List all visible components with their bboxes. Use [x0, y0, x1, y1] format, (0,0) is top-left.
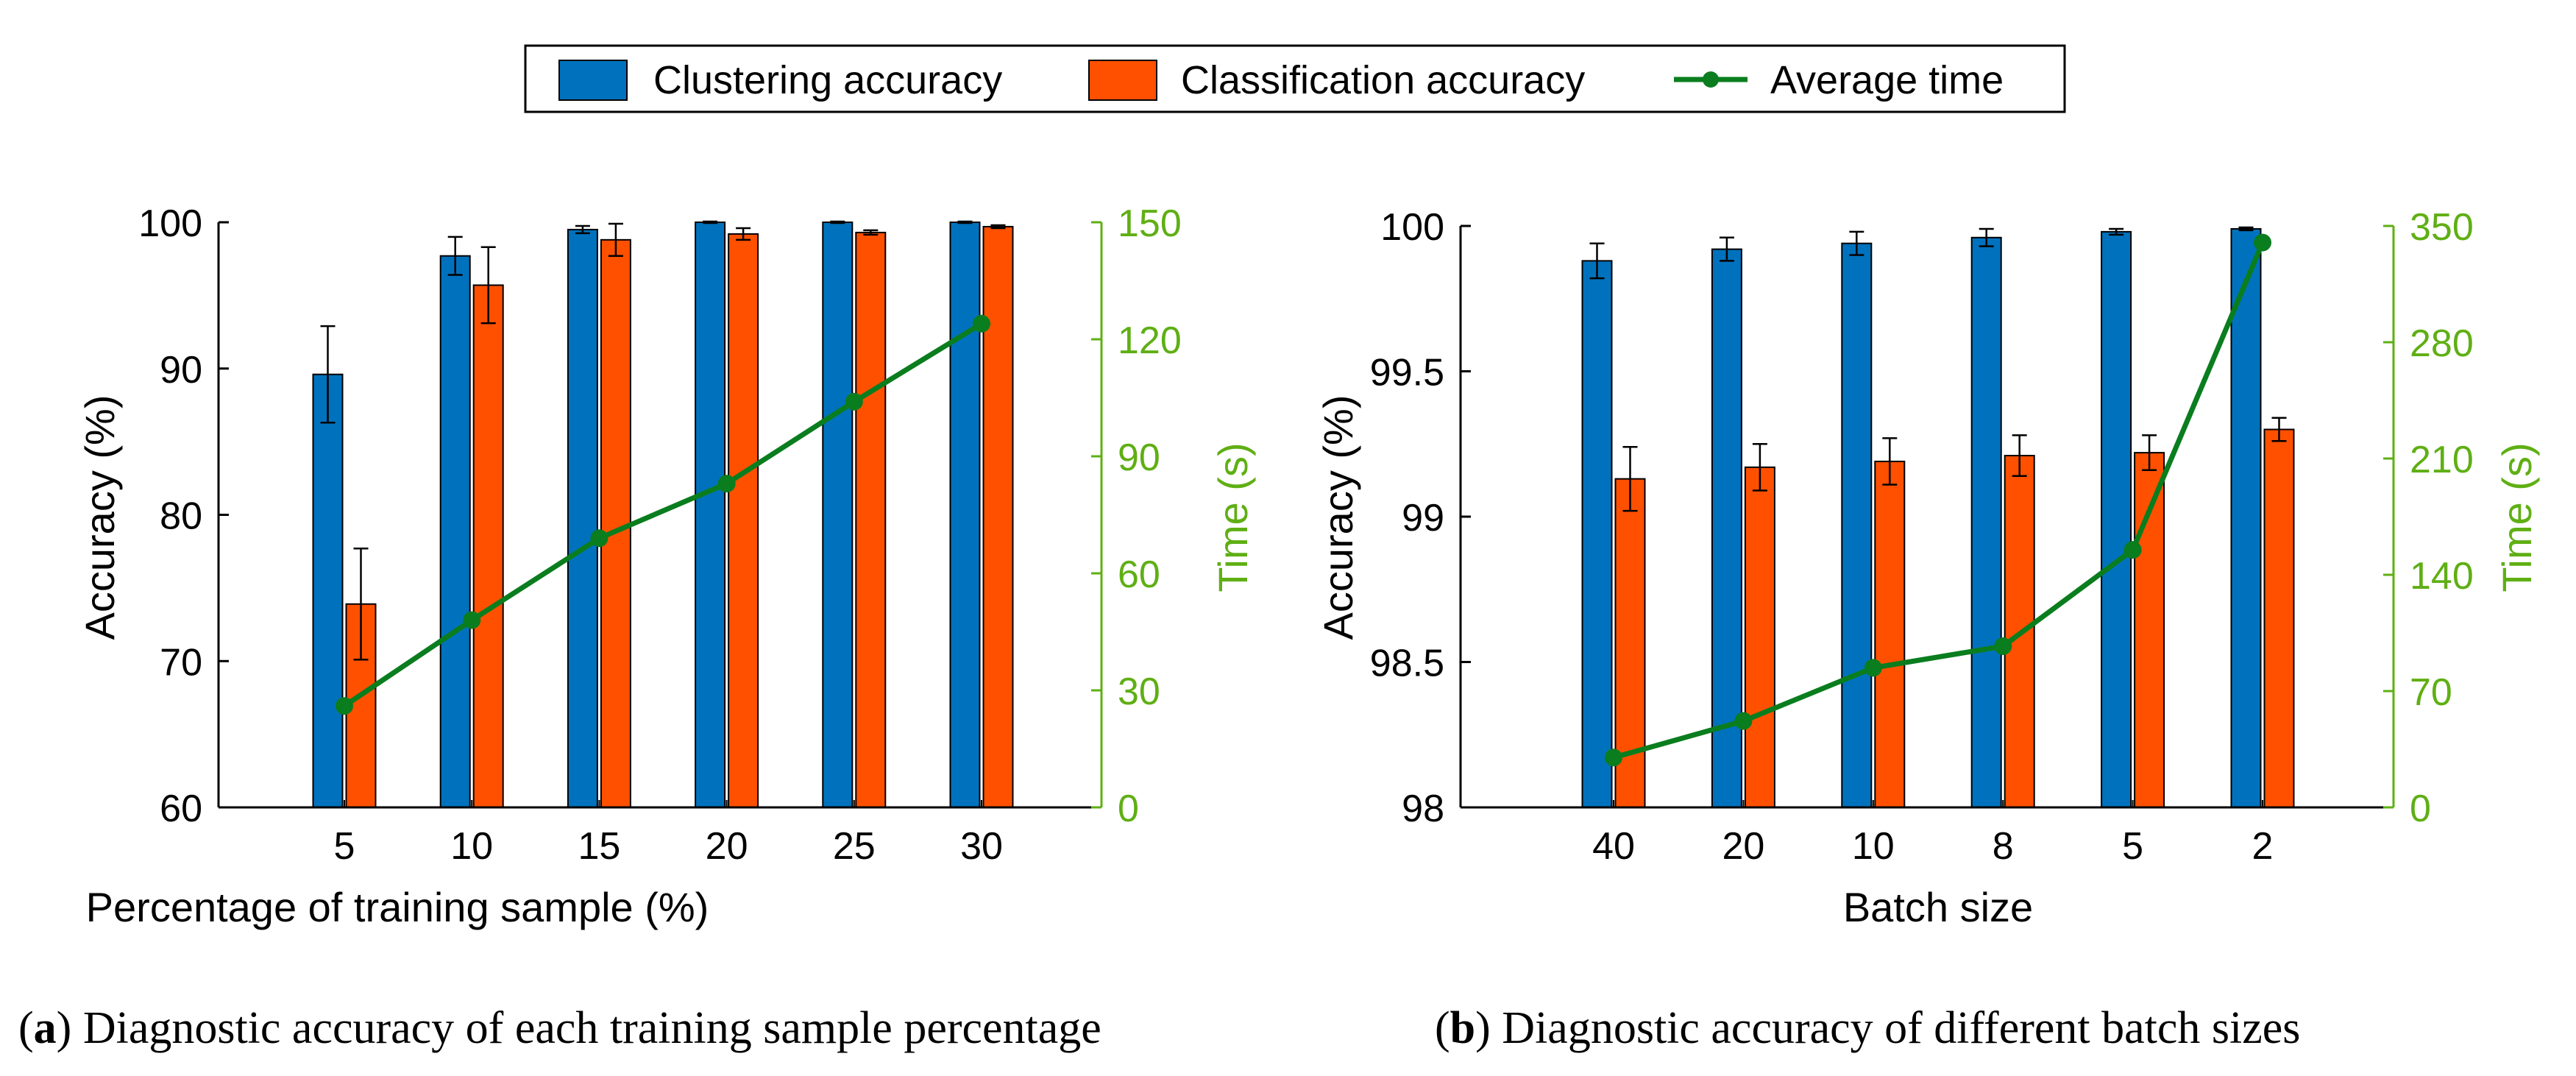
chart-b-y-tick-label: 98 [1402, 787, 1444, 830]
chart-a-time-point [463, 611, 481, 629]
chart-a-time-point [717, 475, 736, 493]
chart-a-time-line-group [336, 314, 990, 715]
chart-a-y-axis-label: Accuracy (%) [77, 395, 123, 640]
chart-b-bar-clustering [1970, 236, 2002, 808]
chart-a-y2-tick-label: 0 [1118, 787, 1139, 830]
chart-b-bar-clustering [1841, 242, 1873, 808]
chart-a-y-tick-label: 90 [160, 349, 202, 392]
chart-b-ticks: 98 98.5 99 99.5 100 0 70 140 210 280 350 40 20 10 8 5 2 [1370, 206, 2474, 868]
chart-b-y2-tick-label: 0 [2410, 787, 2431, 830]
legend-label-classification: Classification accuracy [1181, 58, 1585, 102]
chart-a-y2-tick-label: 150 [1118, 202, 1182, 245]
chart-a-y2-tick-label: 30 [1118, 670, 1160, 713]
chart-b-time-point [2123, 541, 2142, 559]
chart-a-time-point [845, 392, 863, 411]
chart-a-y2-tick-label: 90 [1118, 436, 1160, 479]
chart-b-time-point [1605, 748, 1622, 767]
chart-b-y-tick-label: 99 [1402, 497, 1444, 539]
chart-b-y2-tick-label: 280 [2410, 322, 2474, 365]
chart-a-y2-axis-label: Time (s) [1210, 442, 1256, 592]
chart-a-bar-clustering [695, 222, 726, 808]
chart-a-x-axis-label: Percentage of training sample (%) [86, 884, 709, 930]
chart-b-caption: (b) Diagnostic accuracy of different bat… [1435, 1003, 2300, 1053]
legend-box [524, 44, 2066, 113]
chart-b-x-tick-label: 40 [1592, 825, 1635, 868]
chart-a-y-tick-label: 70 [160, 641, 202, 684]
chart-a-x-tick-label: 5 [334, 825, 355, 868]
chart-a-errorbars [320, 220, 1006, 661]
chart-b-bar-classification [2263, 428, 2295, 808]
legend-label-average-time: Average time [1770, 58, 2004, 102]
chart-b-y-tick-label: 99.5 [1370, 352, 1444, 394]
chart-a-y-tick-label: 80 [160, 495, 202, 538]
chart-a-bar-classification [855, 231, 887, 809]
chart-b-x-tick-label: 5 [2122, 825, 2143, 868]
chart-a-bar-classification [728, 233, 759, 808]
chart-b-time-point [2254, 233, 2271, 252]
legend: Clustering accuracy Classification accur… [524, 44, 2066, 113]
chart-a-time-point [336, 697, 353, 715]
chart-a-y2-tick-label: 60 [1118, 553, 1160, 596]
chart-b-bar-clustering [1581, 260, 1613, 808]
chart-b-time-line-group [1605, 233, 2271, 767]
chart-a-y-tick-label: 60 [160, 787, 202, 830]
chart-b-x-tick-label: 10 [1852, 825, 1895, 868]
chart-a-caption-text: Diagnostic accuracy of each training sam… [83, 1003, 1101, 1053]
chart-a-x-tick-label: 30 [960, 825, 1003, 868]
chart-b-bar-clustering [2230, 227, 2262, 808]
chart-b-time-point [1734, 712, 1753, 730]
chart-a-time-point [973, 314, 990, 333]
chart-a-x-tick-label: 20 [706, 825, 748, 868]
chart-a-y-tick-label: 100 [138, 202, 202, 245]
chart-a-bar-clustering [822, 222, 854, 808]
chart-panel-a: 60 70 80 90 100 0 30 60 90 120 150 5 10 15 20 25 30 Perc… [18, 202, 1256, 1053]
chart-a-bar-clustering [949, 222, 981, 808]
chart-b-caption-label: b [1450, 1003, 1475, 1053]
chart-b-y2-tick-label: 210 [2410, 439, 2474, 481]
chart-b-bar-classification [1874, 460, 1906, 808]
legend-swatch-clustering [558, 60, 628, 101]
chart-a-y2-tick-label: 120 [1118, 319, 1182, 362]
legend-marker-average-time [1703, 71, 1719, 88]
chart-b-time-point [1994, 637, 2012, 656]
chart-b-y2-tick-label: 70 [2410, 671, 2452, 714]
chart-b-x-tick-label: 8 [1993, 825, 2014, 868]
chart-a-time-line [343, 321, 983, 709]
chart-b-y-tick-label: 100 [1380, 206, 1444, 249]
chart-a-bar-classification [472, 284, 504, 808]
chart-a-bar-classification [600, 238, 631, 809]
chart-a-caption-label: a [34, 1003, 57, 1053]
chart-b-bar-clustering [2101, 230, 2132, 808]
chart-b-y2-tick-label: 350 [2410, 206, 2474, 249]
chart-a-x-tick-label: 15 [578, 825, 620, 868]
chart-a-time-point [590, 529, 608, 548]
legend-label-clustering: Clustering accuracy [653, 58, 1002, 102]
chart-a-caption: (a) Diagnostic accuracy of each training… [18, 1003, 1101, 1053]
chart-a-x-tick-label: 25 [833, 825, 876, 868]
chart-b-y-tick-label: 98.5 [1370, 643, 1444, 685]
legend-swatch-classification [1088, 60, 1157, 101]
chart-b-y-axis-label: Accuracy (%) [1315, 395, 1361, 640]
chart-b-x-tick-label: 2 [2252, 825, 2274, 868]
chart-a-bar-classification [982, 225, 1014, 808]
chart-b-caption-text: Diagnostic accuracy of different batch s… [1502, 1003, 2300, 1053]
chart-a-bar-clustering [567, 228, 598, 808]
chart-b-bar-classification [1744, 466, 1775, 808]
chart-a-bar-clustering [312, 373, 344, 808]
chart-b-x-axis-label: Batch size [1843, 884, 2033, 930]
chart-b-errorbars [1589, 226, 2287, 512]
chart-b-x-tick-label: 20 [1722, 825, 1764, 868]
chart-a-bar-clustering [439, 255, 471, 808]
chart-b-time-point [1864, 659, 1882, 677]
chart-b-y2-tick-label: 140 [2410, 555, 2474, 598]
chart-b-time-line [1613, 241, 2265, 760]
chart-b-y2-axis-label: Time (s) [2494, 442, 2540, 592]
chart-a-ticks: 60 70 80 90 100 0 30 60 90 120 150 5 10 15 20 25 30 [138, 202, 1182, 868]
chart-a-x-tick-label: 10 [450, 825, 493, 868]
